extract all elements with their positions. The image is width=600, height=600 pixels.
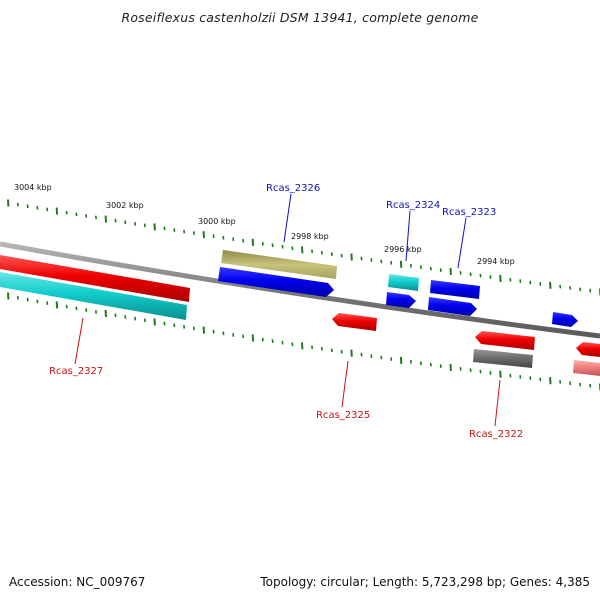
gene-arrow-edge-red[interactable]: [576, 342, 600, 357]
gene-arrow-rcas-2322-red[interactable]: [475, 331, 535, 350]
gene-arrow-rcas-2324-cyan[interactable]: [388, 274, 419, 291]
gene-label-rcas-2327[interactable]: Rcas_2327: [49, 366, 103, 377]
gene-arrow-rcas-2327-red[interactable]: [0, 255, 190, 302]
tick-label-2996kbp: 2996 kbp: [384, 245, 422, 254]
gene-arrow-rcas-2324[interactable]: [386, 292, 416, 308]
gene-label-rcas-2323[interactable]: Rcas_2323: [442, 207, 496, 218]
gene-arrow-far-right[interactable]: [552, 312, 578, 327]
map-title: Roseiflexus castenholzii DSM 13941, comp…: [121, 10, 479, 25]
gene-label-rcas-2322[interactable]: Rcas_2322: [469, 429, 523, 440]
tick-label-2994kbp: 2994 kbp: [477, 257, 515, 266]
gene-arrow-rcas-2322-gray[interactable]: [473, 349, 533, 368]
leader-rcas-2323: [457, 217, 467, 269]
leader-rcas-2325: [341, 360, 349, 408]
gene-label-rcas-2326[interactable]: Rcas_2326: [266, 183, 320, 194]
tick-label-3004kbp: 3004 kbp: [14, 183, 52, 192]
inner-tick-ring: [7, 292, 600, 391]
gene-label-rcas-2324[interactable]: Rcas_2324: [386, 200, 440, 211]
genome-backbone: [0, 241, 600, 339]
gene-arrow-rcas-2325[interactable]: [332, 313, 377, 331]
topology-summary: Topology: circular; Length: 5,723,298 bp…: [260, 575, 590, 589]
outer-tick-ring: [7, 199, 600, 296]
gene-arrow-edge-pink[interactable]: [573, 360, 600, 376]
tick-label-3000kbp: 3000 kbp: [198, 217, 236, 226]
gene-arrow-rcas-2326-olive[interactable]: [221, 250, 337, 279]
gene-label-rcas-2325[interactable]: Rcas_2325: [316, 410, 370, 421]
tick-label-2998kbp: 2998 kbp: [291, 232, 329, 241]
gene-arrow-rcas-2326[interactable]: [218, 267, 334, 297]
gene-arrow-rcas-2323[interactable]: [430, 280, 480, 299]
leader-rcas-2327: [74, 317, 84, 365]
accession-text: Accession: NC_009767: [9, 575, 146, 589]
gene-arrow-rcas-2323-b[interactable]: [428, 297, 477, 316]
tick-label-3002kbp: 3002 kbp: [106, 201, 144, 210]
gene-arrow-rcas-2327-cyan[interactable]: [0, 272, 187, 320]
leader-rcas-2322: [494, 379, 501, 427]
leader-rcas-2326: [283, 193, 292, 243]
leader-rcas-2324: [405, 210, 411, 262]
